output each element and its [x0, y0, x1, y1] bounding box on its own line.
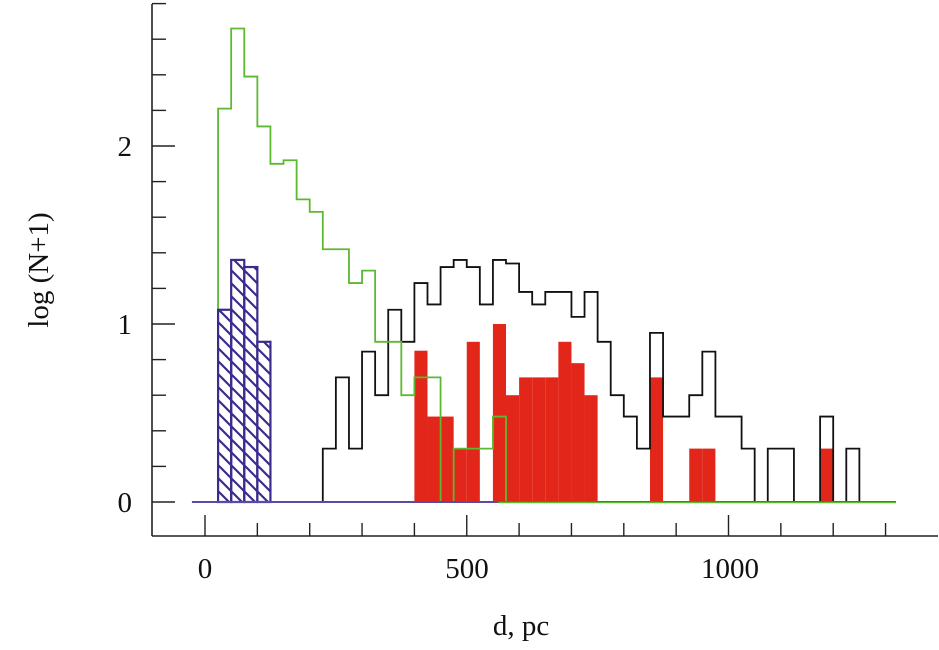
green-step-series [217, 27, 507, 503]
axes [151, 2, 938, 537]
red-bar [649, 377, 664, 502]
red-bar [492, 324, 507, 502]
hatched-bar [216, 308, 233, 504]
red-bar [702, 448, 716, 502]
red-bar [571, 363, 585, 502]
red-bar [584, 395, 598, 502]
hatched-bar [256, 340, 272, 504]
x-axis-label: d, pc [493, 610, 549, 642]
y-tick-label-0: 0 [118, 487, 133, 519]
red-bar [558, 341, 572, 502]
red-bar [519, 377, 533, 502]
red-bar [414, 350, 428, 502]
red-bar [440, 416, 454, 502]
hatched-bar [230, 258, 246, 504]
red-bar [545, 377, 559, 502]
red-bar [427, 416, 441, 502]
x-tick-label-500: 500 [445, 553, 489, 585]
red-bar [453, 448, 467, 502]
red-bar [820, 448, 834, 502]
x-tick-label-1000: 1000 [701, 553, 759, 585]
histogram-bars [191, 27, 897, 504]
red-bar [689, 448, 703, 502]
red-bar [506, 395, 520, 502]
x-tick-label-0: 0 [198, 553, 213, 585]
y-tick-label-1: 1 [118, 309, 133, 341]
red-bar [532, 377, 546, 502]
y-axis-label: log (N+1) [23, 212, 55, 327]
red-bar [466, 341, 480, 502]
y-tick-label-2: 2 [118, 131, 133, 163]
hatched-bar [243, 265, 259, 504]
